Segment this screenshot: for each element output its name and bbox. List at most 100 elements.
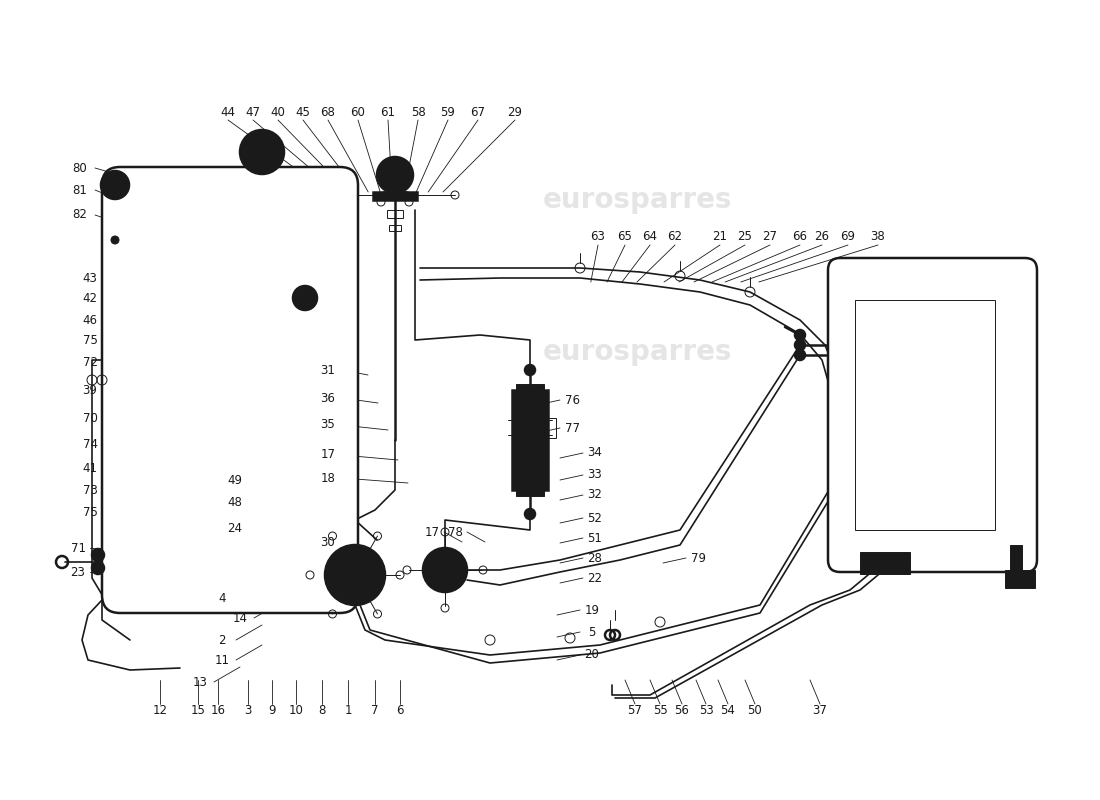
Text: 6: 6 bbox=[396, 703, 404, 717]
Text: 66: 66 bbox=[792, 230, 807, 243]
Text: 60: 60 bbox=[351, 106, 365, 118]
Text: 54: 54 bbox=[720, 703, 736, 717]
Circle shape bbox=[240, 130, 284, 174]
Circle shape bbox=[795, 350, 805, 360]
Text: 20: 20 bbox=[584, 649, 600, 662]
Text: 56: 56 bbox=[674, 703, 690, 717]
Bar bbox=[855, 300, 996, 530]
Text: 41: 41 bbox=[82, 462, 98, 474]
Text: 51: 51 bbox=[587, 531, 603, 545]
Text: 5: 5 bbox=[588, 626, 596, 638]
Text: 75: 75 bbox=[82, 506, 98, 518]
FancyBboxPatch shape bbox=[828, 258, 1037, 572]
Text: 13: 13 bbox=[192, 675, 208, 689]
Circle shape bbox=[92, 562, 104, 574]
Text: 33: 33 bbox=[587, 469, 603, 482]
Bar bbox=[548, 418, 556, 438]
Text: 37: 37 bbox=[813, 703, 827, 717]
Bar bbox=[389, 225, 402, 231]
Text: 69: 69 bbox=[840, 230, 856, 243]
Text: 9: 9 bbox=[268, 703, 276, 717]
Circle shape bbox=[525, 365, 535, 375]
Circle shape bbox=[92, 549, 104, 561]
Text: 52: 52 bbox=[587, 511, 603, 525]
Bar bbox=[373, 192, 417, 200]
Text: 71: 71 bbox=[70, 542, 86, 554]
Text: 65: 65 bbox=[617, 230, 632, 243]
Text: 7: 7 bbox=[372, 703, 378, 717]
Text: 42: 42 bbox=[82, 291, 98, 305]
Text: 74: 74 bbox=[82, 438, 98, 451]
Text: 82: 82 bbox=[73, 209, 87, 222]
Circle shape bbox=[293, 286, 317, 310]
Text: 22: 22 bbox=[587, 571, 603, 585]
Text: 27: 27 bbox=[762, 230, 778, 243]
Bar bbox=[512, 390, 548, 490]
Circle shape bbox=[101, 171, 129, 199]
Text: 17: 17 bbox=[320, 449, 336, 462]
Text: eurosparres: eurosparres bbox=[147, 338, 337, 366]
Bar bbox=[1005, 570, 1035, 588]
Text: 3: 3 bbox=[244, 703, 252, 717]
Text: 57: 57 bbox=[628, 703, 642, 717]
Text: 25: 25 bbox=[738, 230, 752, 243]
Text: 14: 14 bbox=[232, 611, 248, 625]
Text: 21: 21 bbox=[713, 230, 727, 243]
Text: 61: 61 bbox=[381, 106, 396, 118]
Text: 43: 43 bbox=[82, 271, 98, 285]
Bar bbox=[387, 210, 403, 218]
Text: 39: 39 bbox=[82, 383, 98, 397]
Circle shape bbox=[795, 330, 805, 340]
Text: 18: 18 bbox=[320, 471, 336, 485]
FancyBboxPatch shape bbox=[102, 167, 358, 613]
Text: 11: 11 bbox=[214, 654, 230, 666]
Text: 28: 28 bbox=[587, 551, 603, 565]
Text: 17: 17 bbox=[425, 526, 440, 538]
Text: 44: 44 bbox=[220, 106, 235, 118]
Text: 62: 62 bbox=[668, 230, 682, 243]
Text: 31: 31 bbox=[320, 363, 336, 377]
Text: 12: 12 bbox=[153, 703, 167, 717]
Text: eurosparres: eurosparres bbox=[543, 338, 733, 366]
Text: 26: 26 bbox=[814, 230, 829, 243]
Circle shape bbox=[324, 545, 385, 605]
Text: 4: 4 bbox=[218, 591, 226, 605]
Text: 48: 48 bbox=[228, 495, 242, 509]
Text: 40: 40 bbox=[271, 106, 285, 118]
Text: 63: 63 bbox=[591, 230, 605, 243]
Text: 59: 59 bbox=[441, 106, 455, 118]
Circle shape bbox=[377, 157, 412, 193]
Text: 50: 50 bbox=[748, 703, 762, 717]
Text: 30: 30 bbox=[320, 535, 336, 549]
Text: 32: 32 bbox=[587, 489, 603, 502]
Text: 77: 77 bbox=[564, 422, 580, 434]
Bar bbox=[516, 384, 544, 394]
Text: 34: 34 bbox=[587, 446, 603, 459]
Text: 76: 76 bbox=[564, 394, 580, 406]
Text: 47: 47 bbox=[245, 106, 261, 118]
Text: 72: 72 bbox=[82, 355, 98, 369]
Text: 8: 8 bbox=[318, 703, 326, 717]
Text: 23: 23 bbox=[70, 566, 86, 578]
Text: 78: 78 bbox=[448, 526, 462, 538]
Text: 36: 36 bbox=[320, 391, 336, 405]
Text: 16: 16 bbox=[210, 703, 225, 717]
Text: 29: 29 bbox=[507, 106, 522, 118]
Circle shape bbox=[111, 236, 119, 244]
Bar bbox=[860, 552, 910, 574]
Text: 10: 10 bbox=[288, 703, 304, 717]
Text: 1: 1 bbox=[344, 703, 352, 717]
Text: 35: 35 bbox=[320, 418, 336, 431]
Text: 70: 70 bbox=[82, 411, 98, 425]
Bar bbox=[1010, 545, 1022, 580]
Text: 46: 46 bbox=[82, 314, 98, 326]
Text: 81: 81 bbox=[73, 183, 87, 197]
Text: 15: 15 bbox=[190, 703, 206, 717]
Text: 79: 79 bbox=[691, 551, 705, 565]
Text: 73: 73 bbox=[82, 483, 98, 497]
Text: 64: 64 bbox=[642, 230, 658, 243]
Circle shape bbox=[424, 548, 468, 592]
Text: 75: 75 bbox=[82, 334, 98, 346]
Text: eurosparres: eurosparres bbox=[543, 186, 733, 214]
Text: 55: 55 bbox=[652, 703, 668, 717]
